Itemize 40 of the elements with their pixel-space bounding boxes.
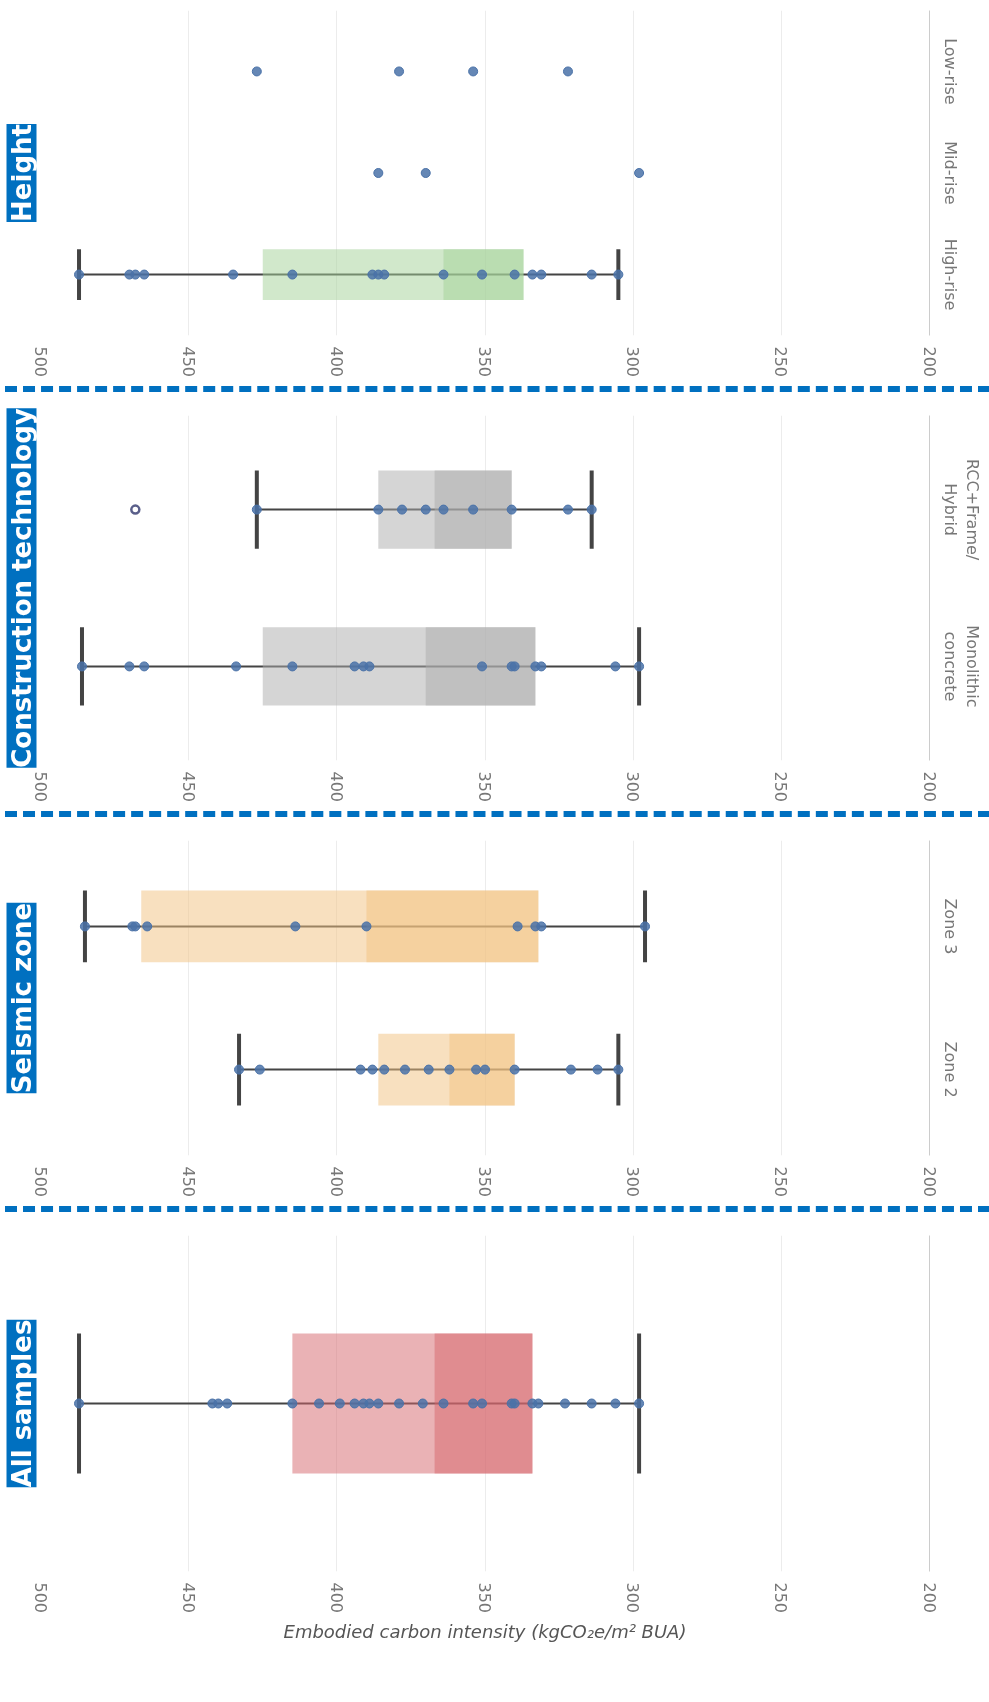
- x-tick-label: 450: [178, 1582, 198, 1614]
- text: Construction technology: [6, 408, 37, 768]
- x-tick-label: 300: [623, 771, 643, 803]
- text: Height: [6, 124, 37, 222]
- y-tick-label: Low-rise: [940, 38, 960, 105]
- x-tick-label: 400: [326, 771, 346, 803]
- x-tick-label: 450: [178, 1166, 198, 1198]
- y-tick-label: Zone 2: [940, 1041, 960, 1098]
- x-tick-label: 350: [475, 1166, 494, 1198]
- x-tick-label: 200: [919, 346, 939, 378]
- y-tick-label: Mid-rise: [940, 141, 960, 205]
- x-tick-label: 250: [771, 771, 791, 803]
- x-tick-label: 450: [178, 771, 198, 803]
- x-tick-label: 500: [30, 346, 50, 378]
- x-tick-label: 200: [919, 1582, 939, 1614]
- x-tick-label: 400: [326, 1582, 346, 1614]
- x-tick-label: 350: [475, 1582, 494, 1614]
- x-tick-label: 400: [326, 346, 346, 378]
- x-tick-label: 500: [30, 1166, 50, 1198]
- text: Seismic zone: [6, 902, 37, 1094]
- x-tick-label: 200: [919, 771, 939, 803]
- x-tick-label: 250: [771, 346, 791, 378]
- x-tick-label: 300: [623, 346, 643, 378]
- x-axis-title: Embodied carbon intensity (kgCO₂e/m² BUA): [283, 1621, 687, 1643]
- x-tick-label: 450: [178, 346, 198, 378]
- y-tick-label: RCC+Frame/ Hybrid: [940, 458, 983, 561]
- y-tick-label: Monolithic concrete: [940, 625, 983, 708]
- x-tick-label: 400: [326, 1166, 346, 1198]
- x-tick-label: 300: [623, 1582, 643, 1614]
- x-tick-label: 300: [623, 1166, 643, 1198]
- x-tick-label: 350: [475, 771, 494, 803]
- x-tick-label: 200: [919, 1166, 939, 1198]
- x-tick-label: 350: [475, 346, 494, 378]
- y-tick-label: Zone 3: [940, 898, 960, 955]
- y-tick-label: High-rise: [940, 238, 960, 311]
- x-tick-label: 250: [771, 1582, 791, 1614]
- x-tick-label: 500: [30, 1582, 50, 1614]
- text: All samples: [6, 1319, 37, 1488]
- x-tick-label: 500: [30, 771, 50, 803]
- x-tick-label: 250: [771, 1166, 791, 1198]
